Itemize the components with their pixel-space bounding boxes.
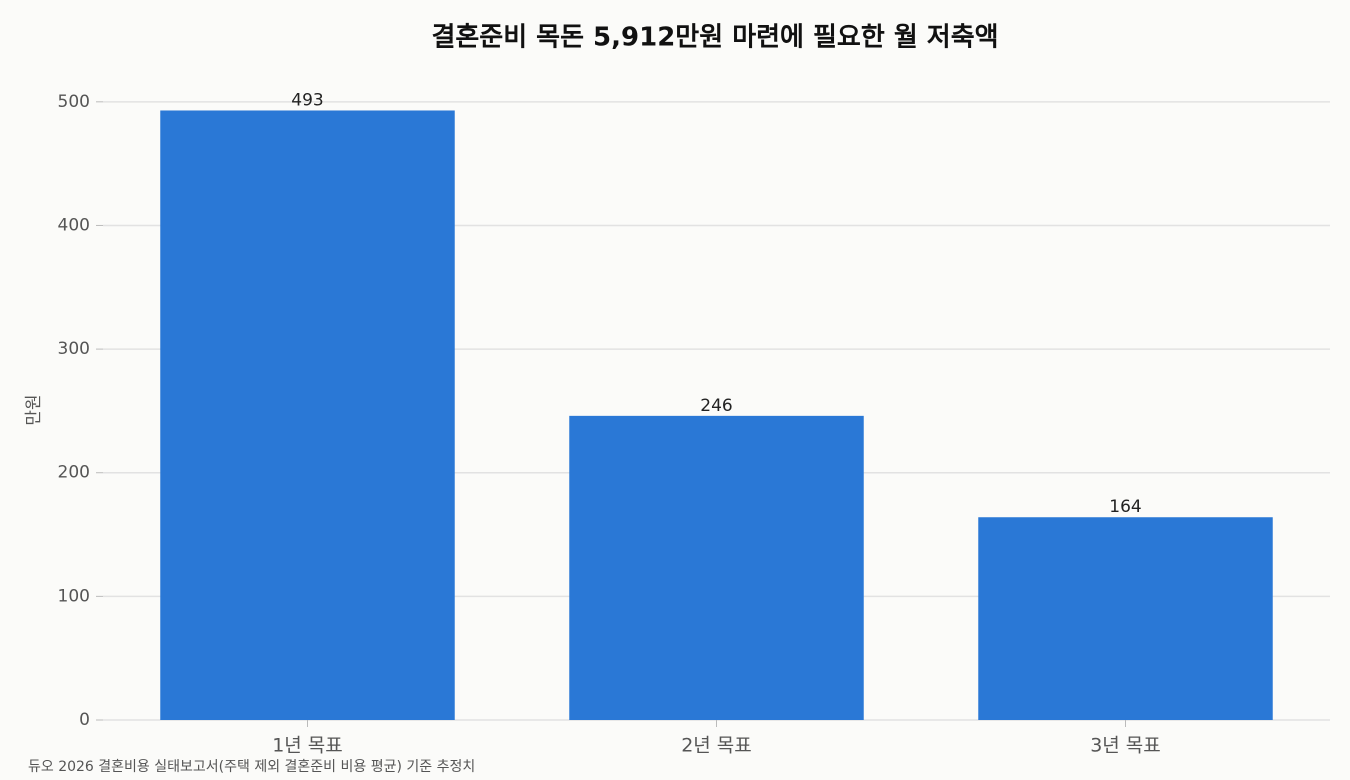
bar <box>160 110 455 720</box>
bar <box>569 415 864 720</box>
x-tick-label: 1년 목표 <box>272 735 343 757</box>
y-axis-label: 만원 <box>24 394 44 425</box>
y-tick-label: 300 <box>58 339 90 359</box>
chart-title: 결혼준비 목돈 5,912만원 마련에 필요한 월 저축액 <box>431 23 998 53</box>
bar <box>978 517 1273 720</box>
y-tick-label: 200 <box>58 463 90 483</box>
x-tick-label: 2년 목표 <box>681 735 752 757</box>
y-tick-label: 400 <box>58 215 90 235</box>
value-label: 164 <box>1109 497 1141 517</box>
footnote: 듀오 2026 결혼비용 실태보고서(주택 제외 결혼준비 비용 평균) 기준 … <box>28 759 475 775</box>
x-tick-label: 3년 목표 <box>1090 735 1161 757</box>
value-label: 246 <box>700 396 732 416</box>
value-label: 493 <box>291 90 323 110</box>
y-tick-label: 100 <box>58 586 90 606</box>
y-tick-label: 500 <box>58 92 90 112</box>
y-tick-label: 0 <box>79 710 90 730</box>
